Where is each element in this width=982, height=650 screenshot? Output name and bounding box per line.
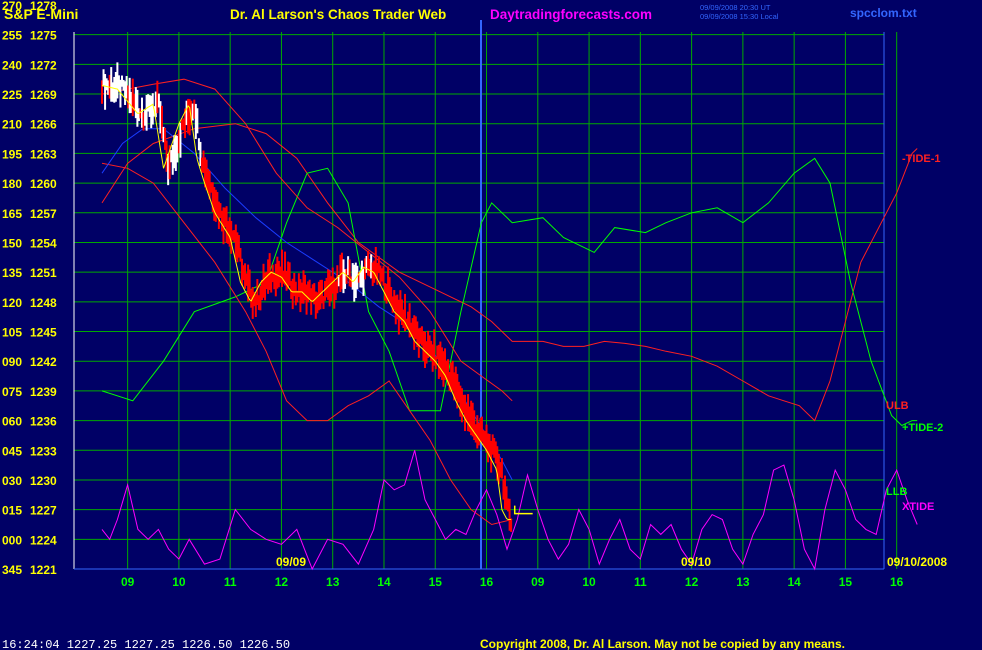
y-tick-price: 1239	[30, 385, 57, 399]
grid: 270 1278 255 1275 240 1272 225 1269 210 1266 195 12…	[2, 0, 904, 589]
x-tick: 16	[890, 575, 904, 589]
llb-label: LLB	[886, 486, 907, 498]
series-xtide	[101, 450, 918, 571]
date-label-2: 09/10	[681, 555, 711, 569]
x-tick: 14	[787, 575, 801, 589]
xtide-label: XTIDE	[902, 501, 934, 513]
tide2-label: +TIDE-2	[902, 422, 943, 434]
x-tick: 09	[531, 575, 545, 589]
y-tick-price: 1254	[30, 236, 57, 250]
y-tick-price: 1221	[30, 563, 57, 577]
y-tick-left: 270	[2, 0, 22, 13]
series-ulb	[101, 78, 513, 402]
y-tick-price: 1263	[30, 147, 57, 161]
y-tick-left: 075	[2, 385, 22, 399]
tide1-label: -TIDE-1	[902, 153, 941, 165]
chart-title: Dr. Al Larson's Chaos Trader Web	[230, 7, 446, 22]
y-tick-price: 1242	[30, 355, 57, 369]
timestamp-local: 09/09/2008 15:30 Local	[700, 12, 779, 21]
y-tick-left: 105	[2, 326, 22, 340]
y-tick-left: 090	[2, 355, 22, 369]
y-tick-price: 1269	[30, 88, 57, 102]
x-tick: 10	[582, 575, 596, 589]
x-tick: 15	[839, 575, 853, 589]
x-tick: 15	[429, 575, 443, 589]
y-tick-left: 240	[2, 58, 22, 72]
y-tick-left: 210	[2, 118, 22, 132]
timestamp-ut: 09/09/2008 20:30 UT	[700, 3, 771, 12]
y-tick-left: 195	[2, 147, 22, 161]
x-tick: 16	[480, 575, 494, 589]
y-tick-price: 1224	[30, 533, 57, 547]
quote-line: 16:24:04 1227.25 1227.25 1226.50 1226.50	[2, 638, 290, 650]
y-tick-price: 1245	[30, 326, 57, 340]
y-tick-price: 1248	[30, 296, 57, 310]
x-tick: 13	[736, 575, 750, 589]
x-tick: 12	[685, 575, 699, 589]
y-tick-price: 1266	[30, 118, 57, 132]
y-tick-left: 000	[2, 533, 22, 547]
x-tick: 10	[172, 575, 186, 589]
x-tick: 11	[224, 575, 237, 589]
series--tide-2	[101, 157, 918, 427]
y-tick-price: 1275	[30, 29, 57, 43]
y-tick-price: 1260	[30, 177, 57, 191]
x-tick: 11	[634, 575, 647, 589]
y-tick-left: 180	[2, 177, 22, 191]
price-bars	[101, 62, 513, 532]
y-tick-left: 150	[2, 236, 22, 250]
date-label-3: 09/10/2008	[887, 555, 947, 569]
x-tick: 12	[275, 575, 289, 589]
last-price-marker	[513, 505, 533, 515]
y-tick-left: 015	[2, 504, 22, 518]
y-tick-left: 135	[2, 266, 22, 280]
y-tick-left: 060	[2, 415, 22, 429]
x-tick: 14	[377, 575, 391, 589]
y-tick-price: 1227	[30, 504, 57, 518]
y-tick-price: 1236	[30, 415, 57, 429]
series--tide-1	[101, 123, 918, 422]
y-tick-price: 1233	[30, 444, 57, 458]
file-label: spcclom.txt	[850, 6, 917, 20]
x-tick: 13	[326, 575, 340, 589]
ulb-label: ULB	[886, 400, 909, 412]
y-tick-price: 1251	[30, 266, 57, 280]
y-tick-left: 345	[2, 563, 22, 577]
y-tick-left: 045	[2, 444, 22, 458]
series-ma-yellow	[101, 84, 512, 520]
y-tick-price: 1272	[30, 58, 57, 72]
series-llb	[101, 162, 513, 526]
x-tick: 09	[121, 575, 135, 589]
y-tick-price: 1257	[30, 207, 57, 221]
y-tick-left: 225	[2, 88, 22, 102]
date-label-1: 09/09	[276, 555, 306, 569]
y-tick-left: 255	[2, 29, 22, 43]
y-tick-left: 165	[2, 207, 22, 221]
symbol-label: S&P E-Mini	[4, 6, 78, 22]
site-label: Daytradingforecasts.com	[490, 7, 652, 22]
y-tick-price: 1278	[30, 0, 57, 13]
y-tick-left: 120	[2, 296, 22, 310]
copyright: Copyright 2008, Dr. Al Larson. May not b…	[480, 637, 845, 650]
y-tick-price: 1230	[30, 474, 57, 488]
y-tick-left: 030	[2, 474, 22, 488]
series-layer	[101, 62, 918, 571]
